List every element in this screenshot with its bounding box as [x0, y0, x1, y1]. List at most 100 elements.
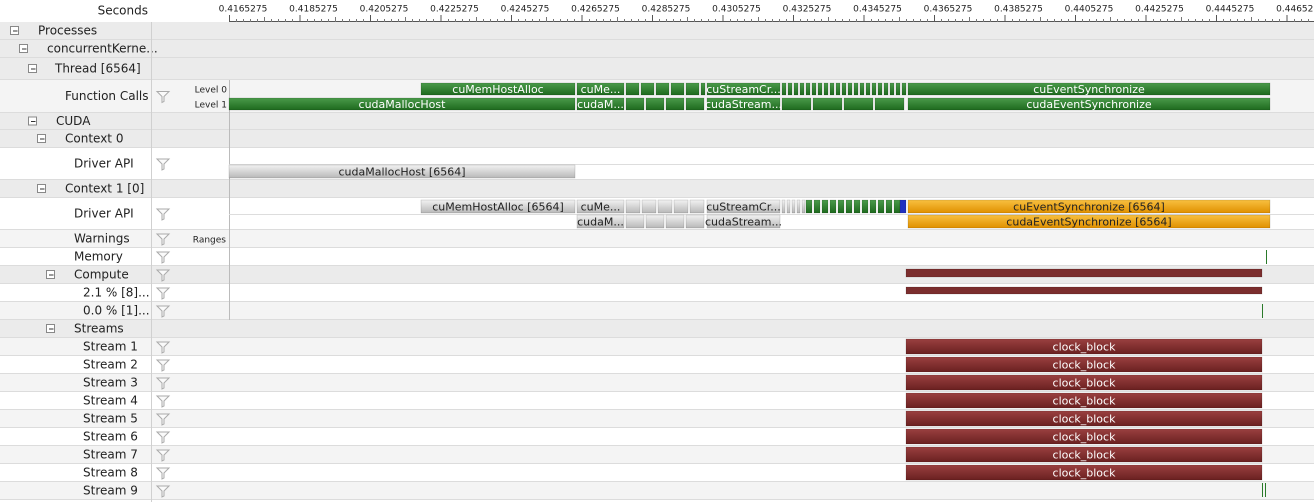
- event-bar[interactable]: [700, 82, 706, 96]
- event-bar[interactable]: [871, 82, 877, 96]
- event-bar[interactable]: [812, 97, 843, 111]
- event-bar[interactable]: [823, 82, 829, 96]
- event-bar[interactable]: [865, 82, 871, 96]
- event-bar[interactable]: [859, 82, 865, 96]
- event-bar[interactable]: [657, 199, 673, 214]
- event-bar[interactable]: [905, 338, 1263, 355]
- event-bar[interactable]: [877, 82, 883, 96]
- event-bar[interactable]: [885, 199, 893, 214]
- event-bar[interactable]: [625, 199, 641, 214]
- event-bar[interactable]: [670, 82, 685, 96]
- event-bar[interactable]: [895, 82, 901, 96]
- event-bar[interactable]: [576, 199, 625, 214]
- filter-icon[interactable]: [155, 413, 171, 426]
- event-bar[interactable]: [847, 82, 853, 96]
- filter-icon[interactable]: [155, 233, 171, 246]
- event-bar[interactable]: [835, 82, 841, 96]
- event-bar[interactable]: [791, 199, 796, 214]
- event-bar[interactable]: [673, 199, 689, 214]
- event-bar[interactable]: [685, 82, 700, 96]
- filter-icon[interactable]: [155, 485, 171, 498]
- event-bar[interactable]: [841, 82, 847, 96]
- filter-icon[interactable]: [155, 305, 171, 318]
- event-bar[interactable]: [706, 214, 781, 229]
- event-bar[interactable]: [685, 214, 705, 229]
- event-bar[interactable]: [811, 82, 817, 96]
- event-bar[interactable]: [845, 199, 853, 214]
- event-bar[interactable]: [905, 410, 1263, 427]
- event-bar[interactable]: [805, 82, 811, 96]
- event-bar[interactable]: [877, 199, 885, 214]
- event-bar[interactable]: [813, 199, 821, 214]
- event-bar[interactable]: [905, 268, 1263, 278]
- event-bar[interactable]: [640, 82, 655, 96]
- event-bar[interactable]: [228, 164, 576, 179]
- filter-icon[interactable]: [155, 208, 171, 221]
- event-bar[interactable]: [645, 97, 665, 111]
- event-bar[interactable]: [665, 97, 685, 111]
- filter-icon[interactable]: [155, 359, 171, 372]
- event-bar[interactable]: [907, 199, 1271, 214]
- event-bar[interactable]: [905, 374, 1263, 391]
- event-bar[interactable]: [817, 82, 823, 96]
- event-bar[interactable]: [889, 82, 895, 96]
- filter-icon[interactable]: [155, 251, 171, 264]
- event-bar[interactable]: [655, 82, 670, 96]
- event-bar[interactable]: [420, 82, 576, 96]
- event-bar[interactable]: [901, 82, 907, 96]
- event-bar[interactable]: [905, 392, 1263, 409]
- event-bar[interactable]: [853, 199, 861, 214]
- event-bar[interactable]: [853, 82, 859, 96]
- event-bar[interactable]: [781, 199, 786, 214]
- filter-icon[interactable]: [155, 449, 171, 462]
- event-bar[interactable]: [869, 199, 877, 214]
- event-bar[interactable]: [576, 82, 625, 96]
- event-bar[interactable]: [793, 82, 799, 96]
- event-bar[interactable]: [907, 214, 1271, 229]
- event-bar[interactable]: [641, 199, 657, 214]
- event-bar[interactable]: [576, 97, 625, 111]
- event-bar[interactable]: [843, 97, 874, 111]
- event-bar[interactable]: [883, 82, 889, 96]
- event-bar[interactable]: [893, 199, 901, 214]
- event-bar[interactable]: [625, 82, 640, 96]
- event-bar[interactable]: [905, 464, 1263, 481]
- event-bar[interactable]: [625, 97, 645, 111]
- event-bar[interactable]: [685, 97, 705, 111]
- event-bar[interactable]: [829, 82, 835, 96]
- event-bar[interactable]: [787, 82, 793, 96]
- event-bar[interactable]: [665, 214, 685, 229]
- event-bar[interactable]: [645, 214, 665, 229]
- event-bar[interactable]: [805, 199, 813, 214]
- event-bar[interactable]: [907, 82, 1271, 96]
- event-bar[interactable]: [706, 82, 781, 96]
- filter-icon[interactable]: [155, 91, 171, 104]
- event-bar[interactable]: [625, 214, 645, 229]
- filter-icon[interactable]: [155, 395, 171, 408]
- event-bar[interactable]: [706, 97, 781, 111]
- event-bar[interactable]: [801, 199, 806, 214]
- event-bar[interactable]: [861, 199, 869, 214]
- event-bar[interactable]: [905, 356, 1263, 373]
- event-bar[interactable]: [689, 199, 705, 214]
- event-bar[interactable]: [905, 446, 1263, 463]
- event-bar[interactable]: [874, 97, 905, 111]
- event-bar[interactable]: [576, 214, 625, 229]
- event-bar[interactable]: [781, 82, 787, 96]
- event-bar[interactable]: [799, 82, 805, 96]
- event-bar[interactable]: [829, 199, 837, 214]
- event-bar[interactable]: [905, 286, 1263, 295]
- filter-icon[interactable]: [155, 431, 171, 444]
- event-bar[interactable]: [821, 199, 829, 214]
- filter-icon[interactable]: [155, 158, 171, 171]
- filter-icon[interactable]: [155, 467, 171, 480]
- filter-icon[interactable]: [155, 377, 171, 390]
- event-bar[interactable]: [796, 199, 801, 214]
- event-bar[interactable]: [905, 428, 1263, 445]
- event-bar[interactable]: [786, 199, 791, 214]
- event-bar[interactable]: [420, 199, 576, 214]
- event-bar[interactable]: [907, 97, 1271, 111]
- event-bar[interactable]: [228, 97, 576, 111]
- filter-icon[interactable]: [155, 341, 171, 354]
- event-bar[interactable]: [706, 199, 781, 214]
